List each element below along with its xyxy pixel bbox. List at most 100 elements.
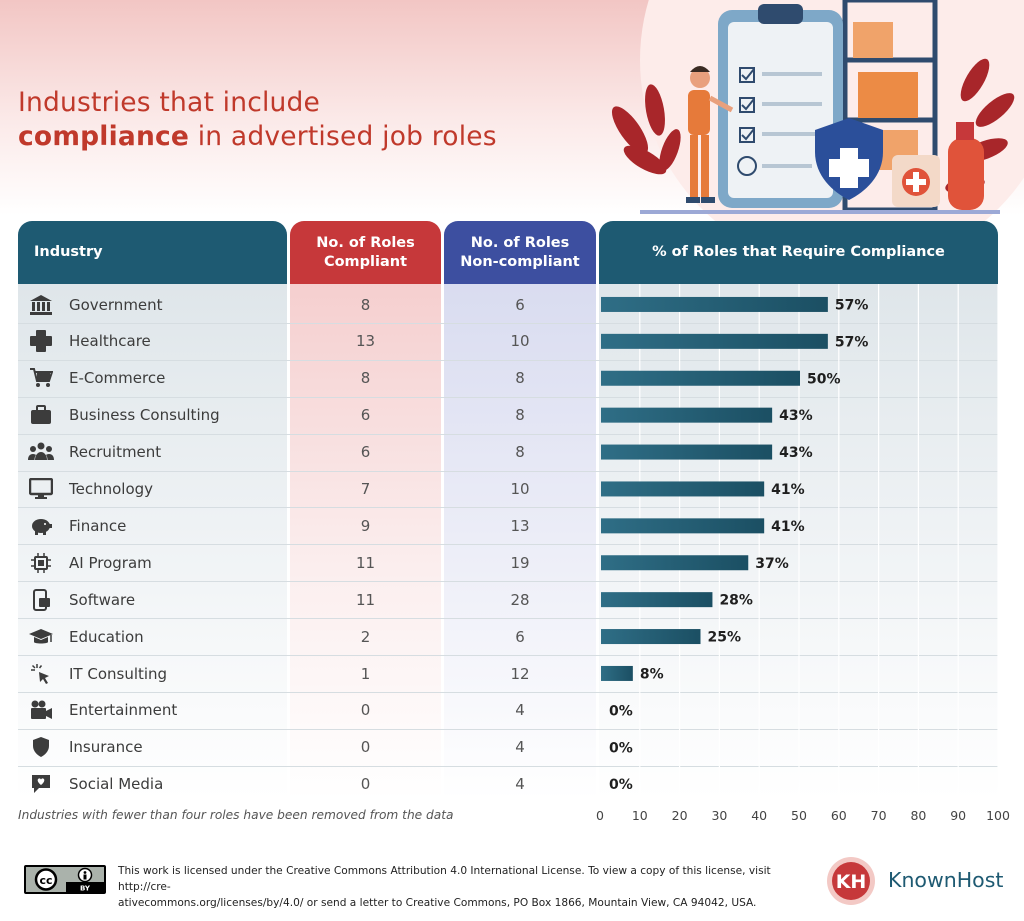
compliant-count: 7 <box>360 480 371 498</box>
row-divider <box>18 471 998 472</box>
compliant-count: 13 <box>355 332 376 351</box>
x-tick-label: 80 <box>910 808 926 823</box>
noncompliant-count: 6 <box>515 295 525 314</box>
compliant-count: 11 <box>355 553 376 572</box>
noncompliant-count: 10 <box>510 480 530 498</box>
industry-name: Technology <box>69 480 154 498</box>
box-2 <box>858 72 918 118</box>
row-divider <box>18 397 998 398</box>
fire-extinguisher <box>948 138 984 210</box>
table-row: Government <box>18 286 287 323</box>
table-row: Social Media <box>18 766 287 803</box>
industry-name: Social Media <box>69 775 164 794</box>
compliant-count: 6 <box>360 443 371 462</box>
monitor-icon <box>28 478 54 500</box>
piggy-bank-icon <box>28 515 54 537</box>
noncompliant-count: 13 <box>510 516 530 535</box>
chart-title: % of Roles that Require Compliance <box>652 244 945 260</box>
noncompliant-count: 6 <box>515 627 525 646</box>
header-noncompliant-label: No. of Roles Non-compliant <box>460 234 579 272</box>
industry-name: Government <box>69 295 163 314</box>
table-row: Finance <box>18 507 287 544</box>
noncompliant-column-band <box>444 284 596 800</box>
chat-heart-icon <box>28 773 54 795</box>
industry-name: AI Program <box>69 553 152 572</box>
noncompliant-count: 8 <box>515 443 525 462</box>
worker-figure <box>686 66 734 203</box>
table-row: Entertainment <box>18 692 287 729</box>
chart-column-band <box>599 284 998 800</box>
noncompliant-count: 10 <box>510 332 530 351</box>
table-row: Recruitment <box>18 434 287 471</box>
brand-name: KnownHost <box>888 868 1004 892</box>
title-line-2: compliance in advertised job roles <box>18 120 497 154</box>
compliant-count: 8 <box>360 369 371 388</box>
footnote: Industries with fewer than four roles ha… <box>18 808 454 822</box>
logo-letters: KH <box>836 871 867 893</box>
row-divider <box>18 434 998 435</box>
noncompliant-count: 8 <box>515 406 525 425</box>
industry-name: Entertainment <box>69 701 178 720</box>
x-tick-label: 40 <box>751 808 767 823</box>
checklist <box>737 67 757 176</box>
noncompliant-count: 4 <box>515 738 525 757</box>
row-divider <box>18 729 998 730</box>
bank-icon <box>28 294 54 316</box>
noncompliant-count: 4 <box>515 701 525 720</box>
header-compliant: No. of Roles Compliant <box>290 221 441 284</box>
license-line-2: ativecommons.org/licenses/by/4.0/ or sen… <box>118 897 757 909</box>
header-industry-label: Industry <box>34 244 103 260</box>
title-line-1: Industries that include <box>18 87 321 118</box>
medical-cross-icon <box>28 330 54 353</box>
header-noncompliant-line2: Non-compliant <box>460 253 580 270</box>
compliant-count: 6 <box>360 406 371 425</box>
industry-name: Insurance <box>69 738 143 757</box>
cc-by-icon: cc BY <box>24 865 106 894</box>
header-compliant-label: No. of Roles Compliant <box>316 234 415 272</box>
header-industry: Industry <box>18 221 287 284</box>
industry-name: Finance <box>69 516 127 535</box>
row-divider <box>18 766 998 767</box>
industry-name: Healthcare <box>69 332 151 351</box>
row-divider <box>18 581 998 582</box>
row-divider <box>18 692 998 693</box>
industry-name: Business Consulting <box>69 406 220 425</box>
table-row: E-Commerce <box>18 360 287 397</box>
table-row: Education <box>18 618 287 655</box>
license-text: This work is licensed under the Creative… <box>118 863 818 911</box>
header-compliant-line1: No. of Roles <box>316 234 415 251</box>
row-divider <box>18 323 998 324</box>
phone-app-icon <box>28 588 54 611</box>
page-title: Industries that include compliance in ad… <box>18 86 497 154</box>
header-noncompliant: No. of Roles Non-compliant <box>444 221 596 284</box>
industry-name: Recruitment <box>69 443 162 462</box>
industry-name: E-Commerce <box>69 369 166 388</box>
industry-name: Education <box>69 627 144 646</box>
compliant-count: 8 <box>360 295 371 314</box>
table-row: Business Consulting <box>18 397 287 434</box>
row-divider <box>18 544 998 545</box>
x-tick-label: 50 <box>791 808 807 823</box>
header-compliant-line2: Compliant <box>323 253 408 270</box>
clipboard-clip <box>758 4 803 24</box>
industry-name: IT Consulting <box>69 664 168 683</box>
title-emphasis: compliance <box>18 121 190 152</box>
compliant-count: 2 <box>360 627 371 646</box>
row-divider <box>18 360 998 361</box>
row-divider <box>18 507 998 508</box>
header-percent: % of Roles that Require Compliance <box>599 221 998 284</box>
people-icon <box>28 441 54 463</box>
industry-column-band <box>18 284 287 800</box>
chip-icon <box>28 552 54 574</box>
leaf-decoration-left <box>611 84 681 175</box>
box-1 <box>853 22 893 58</box>
table-row: Software <box>18 581 287 618</box>
table-row: Healthcare <box>18 323 287 360</box>
noncompliant-count: 12 <box>510 664 530 683</box>
row-divider <box>18 618 998 619</box>
noncompliant-count: 19 <box>510 553 530 572</box>
table-row: Technology <box>18 471 287 508</box>
compliant-column-band <box>290 284 441 800</box>
compliant-count: 0 <box>360 701 371 720</box>
license-line-1: This work is licensed under the Creative… <box>118 865 771 893</box>
